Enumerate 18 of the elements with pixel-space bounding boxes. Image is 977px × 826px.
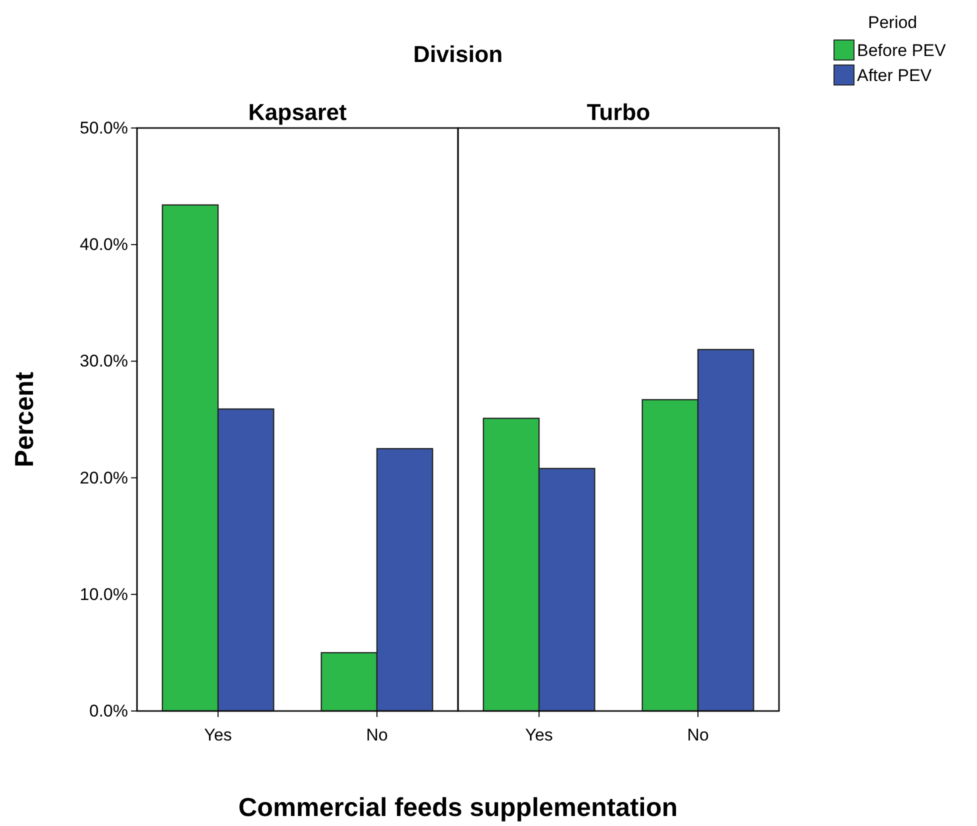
legend-label: After PEV — [857, 66, 932, 85]
text: Division — [413, 41, 503, 67]
x-tick-label: Yes — [204, 725, 232, 744]
x-tick-label: No — [366, 725, 388, 744]
x-axis-title: Commercial feeds supplementation — [238, 792, 678, 822]
chart-title: Turbo — [586, 99, 650, 125]
y-tick-label: 0.0% — [89, 701, 128, 720]
y-tick-label: 40.0% — [80, 235, 128, 254]
y-tick-label: 30.0% — [80, 352, 128, 371]
chart-title: Kapsaret — [248, 99, 348, 125]
legend-title: Period — [868, 13, 918, 32]
y-axis-title: Percent — [9, 371, 39, 468]
x-tick-label: Yes — [525, 725, 553, 744]
y-tick-label: 10.0% — [80, 584, 128, 604]
y-tick-label: 20.0% — [80, 468, 128, 488]
legend-label: Before PEV — [857, 41, 946, 60]
x-tick-label: No — [687, 725, 709, 744]
y-tick-label: 50.0% — [80, 118, 128, 138]
